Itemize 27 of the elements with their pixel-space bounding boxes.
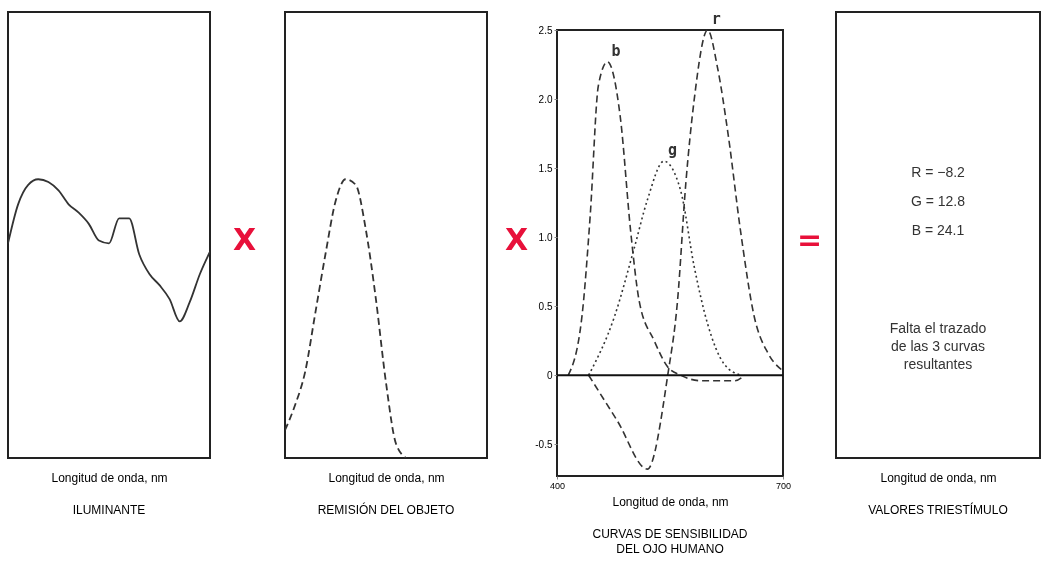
y-tick-label: 2.5: [538, 24, 553, 36]
y-tick-label: 0.5: [538, 300, 553, 312]
text: Falta el trazado de las 3 curvas resultantes: [889, 319, 987, 372]
x-tick-label: 400: [549, 480, 566, 491]
text: X: [505, 222, 529, 257]
text: Longitud de onda, nm: [880, 470, 997, 485]
y-tick-label: 1.5: [538, 162, 553, 174]
y-tick-label: -0.5: [535, 438, 553, 450]
text: REMISIÓN DEL OBJETO: [317, 502, 455, 517]
y-tick-label: 1.0: [538, 231, 553, 243]
y-tick-label: 2.0: [538, 93, 553, 105]
y-tick-label: 0: [546, 369, 553, 381]
series-label: r: [711, 10, 721, 28]
x-axis-title: Longitud de onda, nm: [51, 470, 168, 485]
text: G = 12.8: [910, 192, 966, 209]
text: VALORES TRIESTÍMULO: [868, 502, 1008, 517]
x-axis-title: Longitud de onda, nm: [328, 470, 445, 485]
text: R = −8.2: [911, 163, 966, 180]
text: CURVAS DE SENSIBILIDAD DEL OJO HUMANO: [592, 527, 748, 556]
text: B = 24.1: [911, 221, 965, 238]
x-axis-title: Longitud de onda, nm: [612, 494, 729, 509]
text: X: [233, 222, 257, 257]
text: =: [797, 222, 823, 257]
text: ILUMINANTE: [72, 503, 146, 517]
series-label: g: [667, 141, 677, 160]
series-label: b: [611, 41, 621, 60]
x-tick-label: 700: [775, 480, 792, 491]
